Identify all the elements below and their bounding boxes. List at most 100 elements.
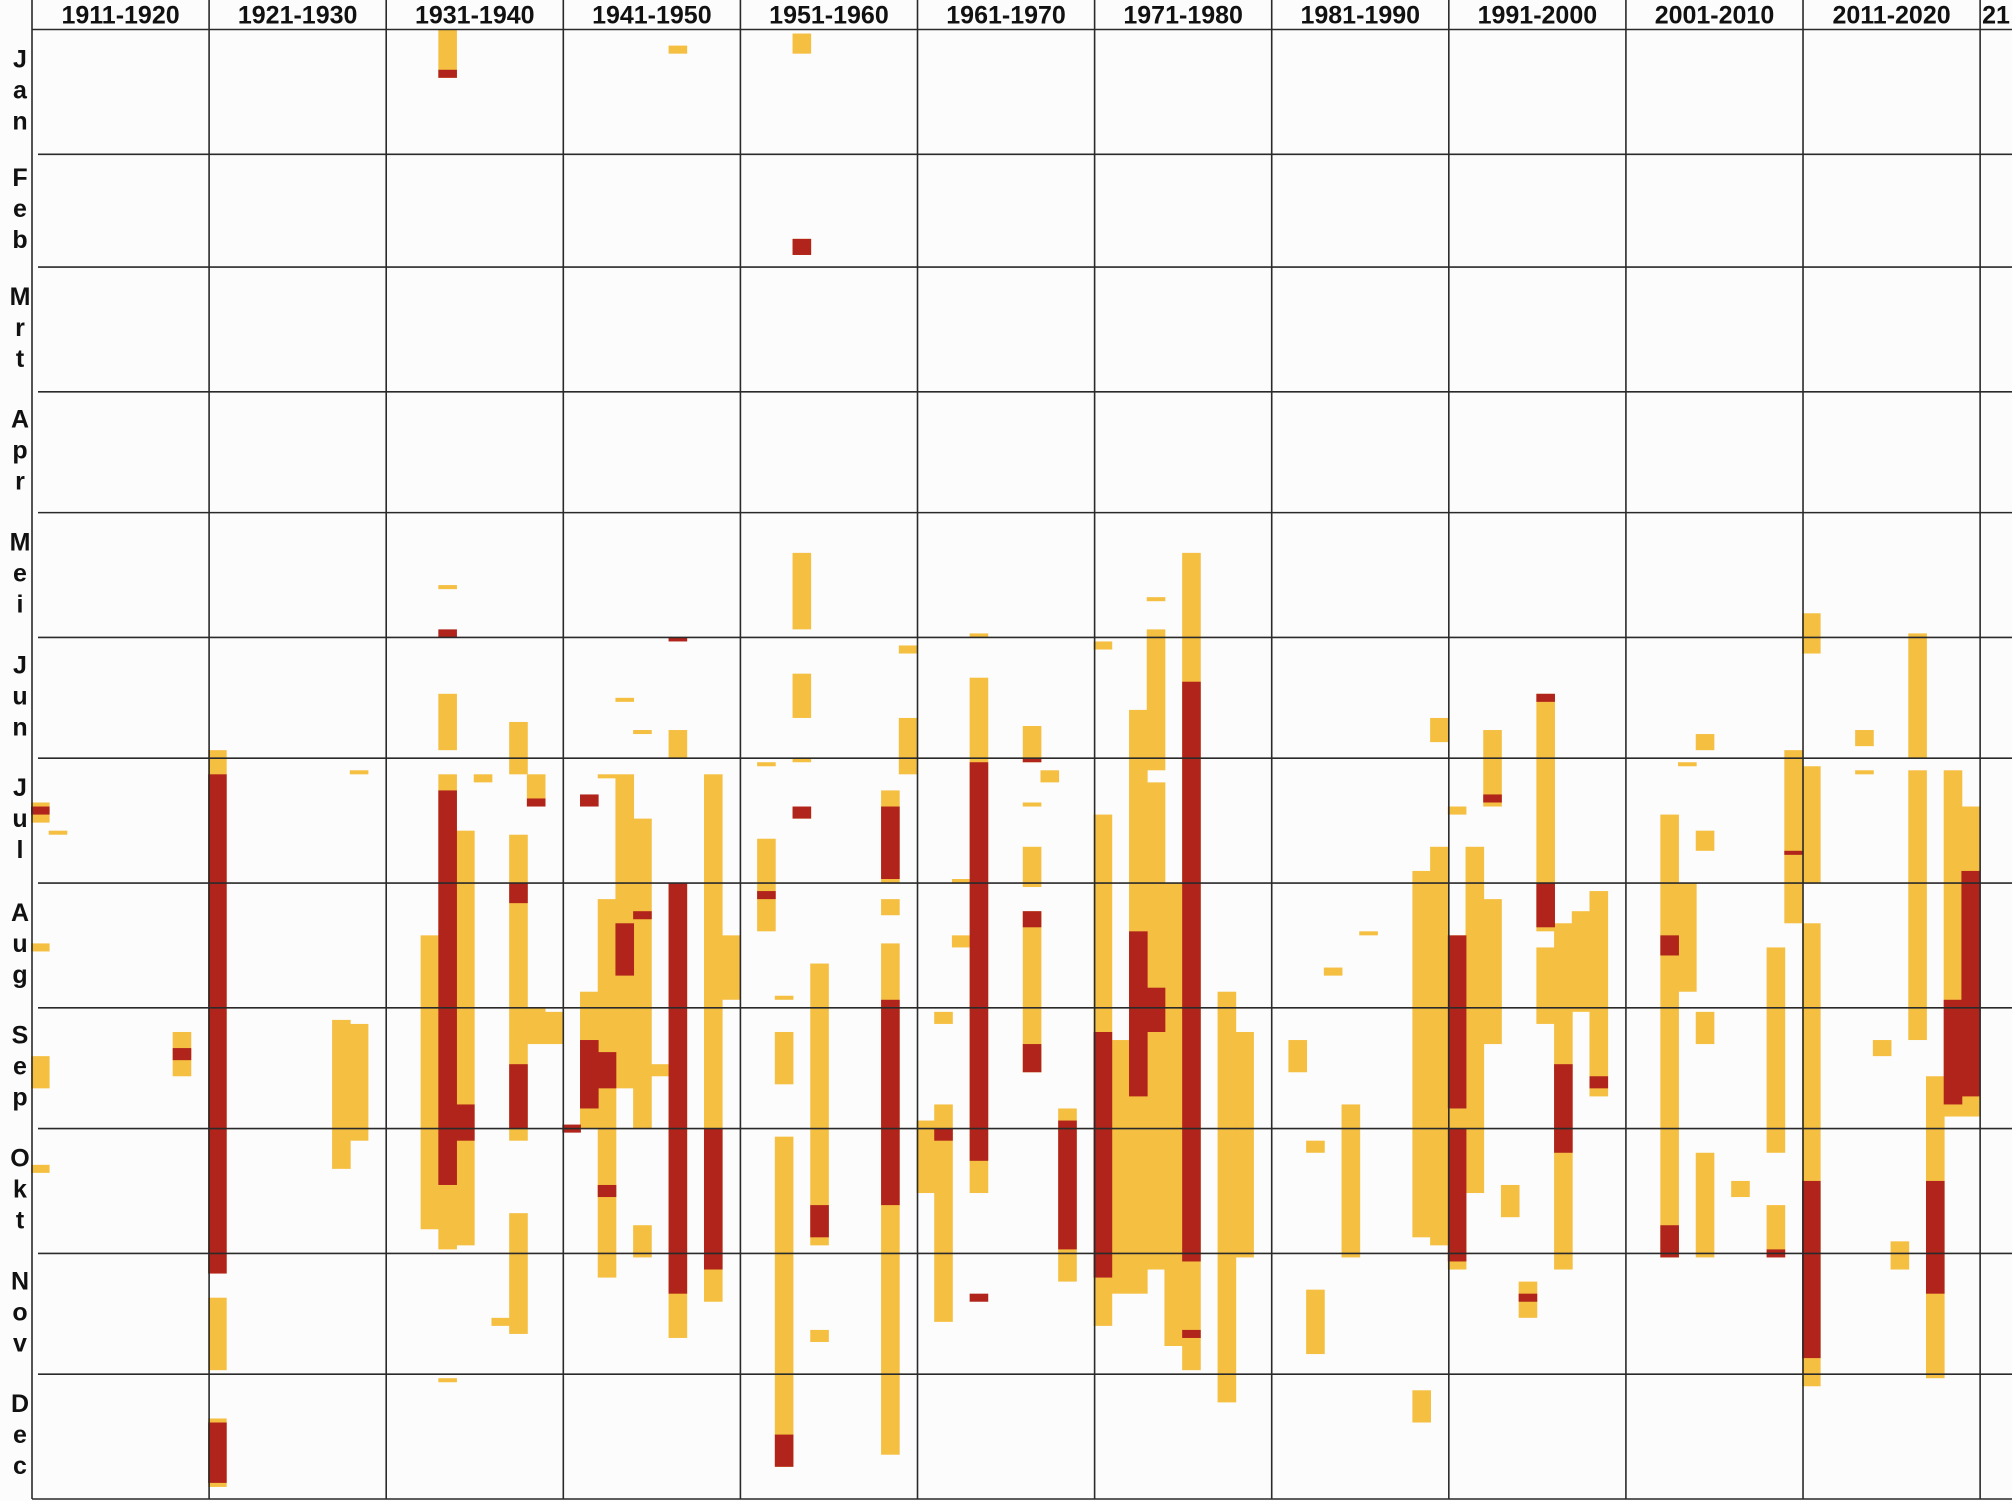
period-highlight (1536, 883, 1555, 928)
period (1766, 947, 1786, 1153)
period-highlight (438, 69, 457, 78)
period-highlight (615, 923, 635, 976)
period (526, 774, 546, 807)
period (633, 730, 652, 735)
period-highlight (1961, 870, 1981, 1097)
period (881, 899, 900, 916)
period-highlight (1589, 1076, 1609, 1089)
period (1306, 1140, 1325, 1153)
month-label: Sep (6, 1022, 34, 1115)
period (438, 1378, 457, 1383)
period-highlight (1483, 794, 1502, 803)
period (1306, 1289, 1325, 1355)
period-highlight (509, 883, 528, 904)
month-label: Jan (6, 45, 34, 138)
period (526, 1007, 546, 1045)
period (1802, 613, 1821, 654)
period (597, 774, 617, 779)
period (491, 1317, 511, 1326)
period (509, 721, 528, 775)
period (1908, 770, 1927, 1041)
month-label: Nov (6, 1267, 34, 1360)
month-label: Jun (6, 651, 34, 744)
period (1536, 693, 1555, 932)
period (792, 758, 812, 763)
period-highlight (1182, 681, 1201, 1262)
period-highlight (1129, 931, 1148, 1097)
period (1412, 1390, 1431, 1423)
period (208, 1297, 227, 1371)
period (332, 1019, 351, 1169)
period-highlight (1022, 758, 1042, 763)
period-highlight (580, 1040, 599, 1109)
period-highlight (580, 794, 599, 807)
period-highlight (1146, 987, 1166, 1032)
period (951, 935, 971, 948)
period (438, 29, 457, 78)
period (1341, 1104, 1361, 1258)
period-highlight (208, 1422, 227, 1483)
decade-label: 1931-1940 (415, 2, 535, 30)
period (1093, 641, 1113, 650)
period-highlight (208, 774, 227, 1274)
period (420, 935, 440, 1230)
decade-label: 1941-1950 (592, 2, 712, 30)
period-highlight (1022, 1044, 1042, 1073)
period-highlight (810, 1205, 829, 1238)
period-highlight (969, 1293, 989, 1302)
period (633, 818, 652, 1129)
labels: 1911-1920 1921-1930 1931-1940 1941-1950 1951… (6, 2, 2010, 1483)
month-label: Jul (6, 774, 34, 867)
period-highlight (1784, 850, 1803, 855)
period-highlight (172, 1048, 192, 1061)
period (31, 943, 50, 952)
period (951, 878, 971, 884)
period (1695, 830, 1715, 851)
period-highlight (597, 1052, 617, 1089)
period-highlight (792, 238, 812, 255)
period-highlight (668, 883, 688, 1294)
period (774, 995, 794, 1000)
period (916, 1120, 936, 1194)
period-highlight (881, 806, 900, 879)
period-highlight (1925, 1180, 1945, 1294)
period-highlight (509, 1064, 528, 1129)
period (1146, 629, 1166, 771)
period (774, 1031, 794, 1085)
period (757, 762, 776, 767)
period (1430, 717, 1449, 743)
period (1678, 883, 1697, 992)
period (31, 1056, 50, 1089)
decade-label: 1951-1960 (769, 2, 889, 30)
decade-label: 1971-1980 (1123, 2, 1243, 30)
period (1447, 806, 1467, 815)
period (774, 1136, 794, 1467)
period-highlight (1182, 1329, 1201, 1338)
period (1022, 911, 1042, 1073)
period-highlight (438, 629, 457, 638)
period (1111, 1040, 1130, 1294)
period (544, 1011, 564, 1045)
period-highlight (633, 911, 652, 920)
period (1022, 726, 1042, 763)
period (792, 552, 812, 630)
period-highlight (1554, 1064, 1573, 1153)
month-label: Okt (6, 1145, 34, 1238)
period (1323, 967, 1343, 976)
period-highlight (1518, 1293, 1538, 1302)
marks (31, 29, 1981, 1487)
period (1217, 991, 1237, 1403)
period-highlight (881, 999, 900, 1206)
period (1146, 597, 1166, 602)
decade-label: 1991-2000 (1478, 2, 1598, 30)
period-highlight (774, 1434, 794, 1467)
period-highlight (792, 806, 812, 819)
decade-label: 1981-1990 (1300, 2, 1420, 30)
period (349, 1023, 369, 1141)
period (1695, 1011, 1715, 1045)
period (668, 45, 688, 54)
decade-label: 1961-1970 (946, 2, 1066, 30)
period (438, 585, 457, 590)
period-highlight (1660, 935, 1679, 956)
period (1660, 814, 1679, 1258)
